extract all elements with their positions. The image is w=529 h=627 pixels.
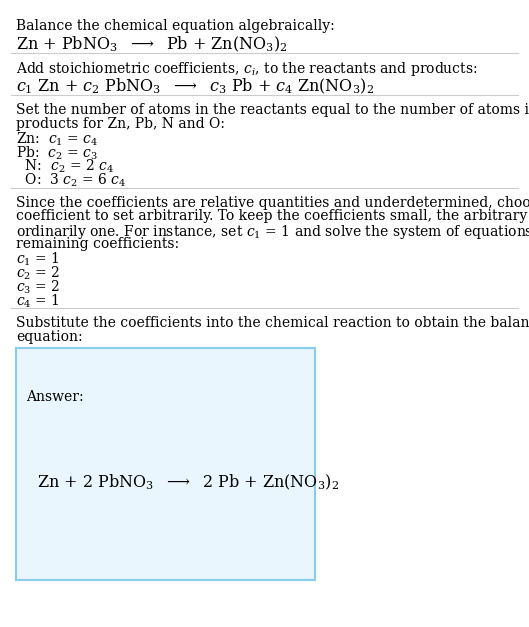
Text: coefficient to set arbitrarily. To keep the coefficients small, the arbitrary va: coefficient to set arbitrarily. To keep … bbox=[16, 209, 529, 223]
Text: Substitute the coefficients into the chemical reaction to obtain the balanced: Substitute the coefficients into the che… bbox=[16, 316, 529, 330]
Text: Pb:  $c_2$ = $c_3$: Pb: $c_2$ = $c_3$ bbox=[16, 144, 98, 162]
Text: $c_4$ = 1: $c_4$ = 1 bbox=[16, 292, 60, 310]
Text: Add stoichiometric coefficients, $c_i$, to the reactants and products:: Add stoichiometric coefficients, $c_i$, … bbox=[16, 60, 478, 78]
Text: Answer:: Answer: bbox=[26, 390, 84, 404]
Text: $c_3$ = 2: $c_3$ = 2 bbox=[16, 278, 60, 296]
Text: $c_1$ = 1: $c_1$ = 1 bbox=[16, 251, 60, 268]
Text: Zn + 2 PbNO$_3$  $\longrightarrow$  2 Pb + Zn(NO$_3$)$_2$: Zn + 2 PbNO$_3$ $\longrightarrow$ 2 Pb +… bbox=[37, 473, 339, 492]
Text: ordinarily one. For instance, set $c_1$ = 1 and solve the system of equations fo: ordinarily one. For instance, set $c_1$ … bbox=[16, 223, 529, 241]
Text: Zn + PbNO$_3$  $\longrightarrow$  Pb + Zn(NO$_3$)$_2$: Zn + PbNO$_3$ $\longrightarrow$ Pb + Zn(… bbox=[16, 34, 288, 54]
Text: remaining coefficients:: remaining coefficients: bbox=[16, 237, 179, 251]
Text: Since the coefficients are relative quantities and underdetermined, choose a: Since the coefficients are relative quan… bbox=[16, 196, 529, 209]
Text: Zn:  $c_1$ = $c_4$: Zn: $c_1$ = $c_4$ bbox=[16, 130, 98, 148]
Text: Balance the chemical equation algebraically:: Balance the chemical equation algebraica… bbox=[16, 19, 335, 33]
Text: N:  $c_2$ = 2 $c_4$: N: $c_2$ = 2 $c_4$ bbox=[16, 158, 114, 176]
Text: products for Zn, Pb, N and O:: products for Zn, Pb, N and O: bbox=[16, 117, 225, 130]
Text: $c_2$ = 2: $c_2$ = 2 bbox=[16, 265, 60, 282]
Text: O:  3 $c_2$ = 6 $c_4$: O: 3 $c_2$ = 6 $c_4$ bbox=[16, 172, 126, 189]
Text: equation:: equation: bbox=[16, 330, 83, 344]
Text: Set the number of atoms in the reactants equal to the number of atoms in the: Set the number of atoms in the reactants… bbox=[16, 103, 529, 117]
Text: $c_1$ Zn + $c_2$ PbNO$_3$  $\longrightarrow$  $c_3$ Pb + $c_4$ Zn(NO$_3$)$_2$: $c_1$ Zn + $c_2$ PbNO$_3$ $\longrightarr… bbox=[16, 76, 374, 96]
